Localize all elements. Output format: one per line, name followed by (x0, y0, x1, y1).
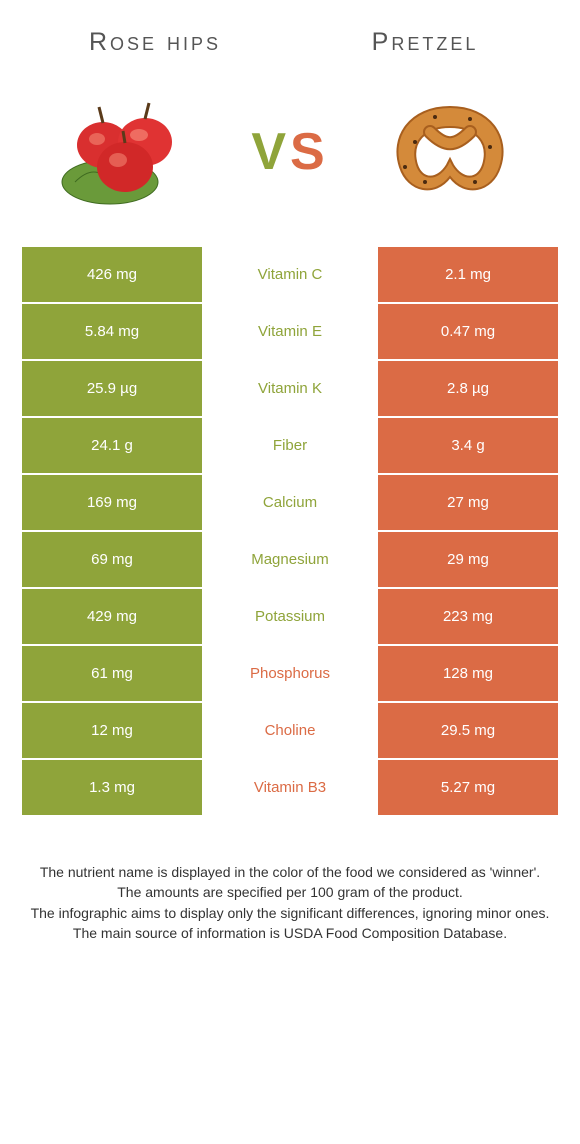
cell-nutrient-name: Potassium (202, 589, 378, 644)
table-row: 1.3 mgVitamin B35.27 mg (22, 760, 558, 815)
title-left: Rose hips (20, 28, 290, 57)
cell-right-value: 2.8 µg (378, 361, 558, 416)
cell-left-value: 429 mg (22, 589, 202, 644)
footer-line-4: The main source of information is USDA F… (30, 923, 550, 943)
cell-right-value: 5.27 mg (378, 760, 558, 815)
cell-right-value: 0.47 mg (378, 304, 558, 359)
table-row: 429 mgPotassium223 mg (22, 589, 558, 644)
footer-line-1: The nutrient name is displayed in the co… (30, 862, 550, 882)
comparison-table: 426 mgVitamin C2.1 mg5.84 mgVitamin E0.4… (0, 247, 580, 815)
cell-left-value: 24.1 g (22, 418, 202, 473)
footer-notes: The nutrient name is displayed in the co… (0, 817, 580, 943)
vs-v: V (251, 123, 290, 181)
table-row: 426 mgVitamin C2.1 mg (22, 247, 558, 302)
table-row: 5.84 mgVitamin E0.47 mg (22, 304, 558, 359)
table-row: 61 mgPhosphorus128 mg (22, 646, 558, 701)
title-right: Pretzel (290, 28, 560, 57)
footer-line-3: The infographic aims to display only the… (30, 903, 550, 923)
table-row: 12 mgCholine29.5 mg (22, 703, 558, 758)
rose-hips-icon (50, 82, 210, 222)
cell-right-value: 2.1 mg (378, 247, 558, 302)
vs-s: S (290, 123, 329, 181)
cell-nutrient-name: Magnesium (202, 532, 378, 587)
cell-right-value: 27 mg (378, 475, 558, 530)
cell-nutrient-name: Vitamin K (202, 361, 378, 416)
cell-left-value: 25.9 µg (22, 361, 202, 416)
cell-nutrient-name: Fiber (202, 418, 378, 473)
footer-line-2: The amounts are specified per 100 gram o… (30, 882, 550, 902)
cell-left-value: 426 mg (22, 247, 202, 302)
table-row: 169 mgCalcium27 mg (22, 475, 558, 530)
vs-label: VS (251, 122, 328, 182)
titles-row: Rose hips Pretzel (0, 0, 580, 67)
cell-right-value: 128 mg (378, 646, 558, 701)
table-row: 69 mgMagnesium29 mg (22, 532, 558, 587)
cell-nutrient-name: Choline (202, 703, 378, 758)
cell-left-value: 5.84 mg (22, 304, 202, 359)
cell-right-value: 3.4 g (378, 418, 558, 473)
images-row: VS (0, 67, 580, 247)
cell-left-value: 69 mg (22, 532, 202, 587)
cell-nutrient-name: Calcium (202, 475, 378, 530)
cell-nutrient-name: Vitamin C (202, 247, 378, 302)
table-row: 25.9 µgVitamin K2.8 µg (22, 361, 558, 416)
cell-left-value: 12 mg (22, 703, 202, 758)
cell-right-value: 29.5 mg (378, 703, 558, 758)
cell-left-value: 61 mg (22, 646, 202, 701)
cell-right-value: 223 mg (378, 589, 558, 644)
cell-nutrient-name: Phosphorus (202, 646, 378, 701)
cell-left-value: 1.3 mg (22, 760, 202, 815)
cell-right-value: 29 mg (378, 532, 558, 587)
cell-nutrient-name: Vitamin E (202, 304, 378, 359)
pretzel-icon (370, 82, 530, 222)
cell-left-value: 169 mg (22, 475, 202, 530)
table-row: 24.1 gFiber3.4 g (22, 418, 558, 473)
cell-nutrient-name: Vitamin B3 (202, 760, 378, 815)
